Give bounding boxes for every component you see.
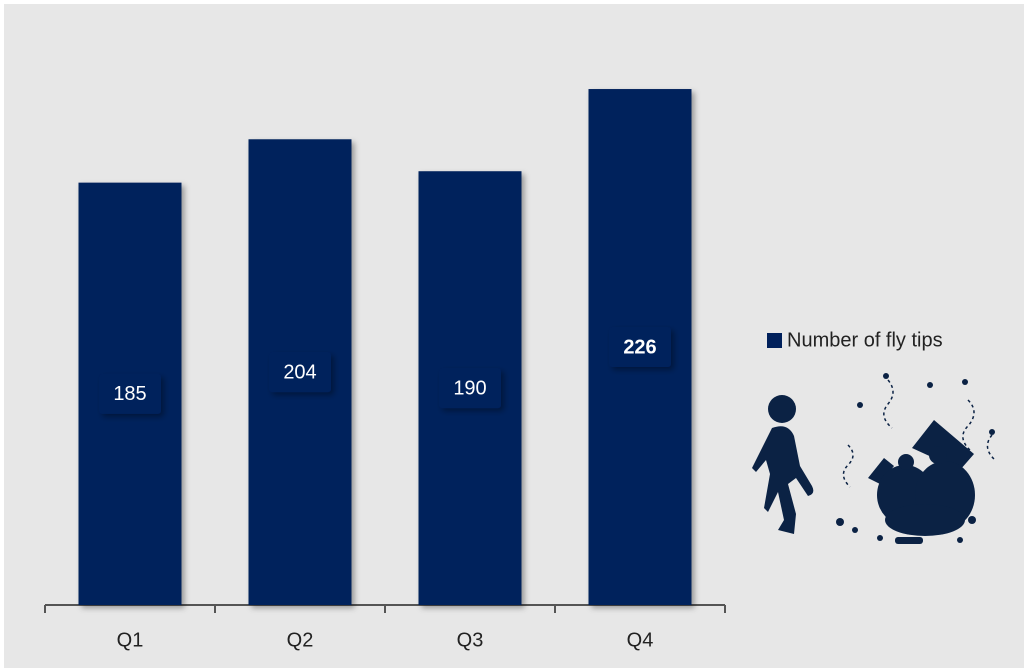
value-label: 190 — [453, 377, 486, 399]
value-label-box — [609, 327, 671, 368]
x-tick-label: Q1 — [117, 629, 144, 651]
x-tick-label: Q2 — [287, 629, 314, 651]
legend-swatch — [767, 333, 782, 348]
x-tick-label: Q3 — [457, 629, 484, 651]
value-label-box — [269, 352, 331, 393]
value-label: 226 — [623, 336, 656, 358]
fly-tipping-icon — [752, 373, 995, 544]
value-label: 204 — [283, 361, 316, 383]
value-label-box — [439, 368, 501, 409]
value-label-box — [99, 373, 161, 414]
value-label: 185 — [113, 383, 146, 405]
x-tick-label: Q4 — [627, 629, 654, 651]
legend-label: Number of fly tips — [787, 329, 943, 351]
